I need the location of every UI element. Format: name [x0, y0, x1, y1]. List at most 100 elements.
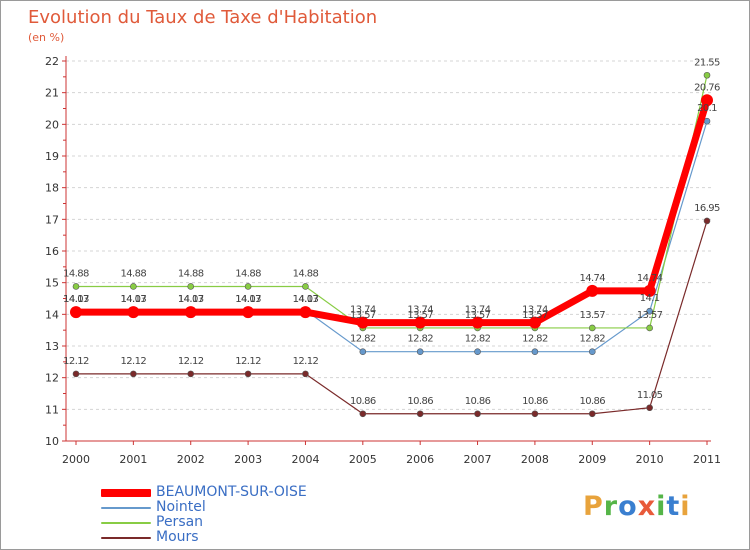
series-line-beaumont-sur-oise — [72, 96, 711, 327]
data-label: 14.13 — [63, 294, 89, 305]
data-point — [414, 316, 427, 329]
y-tick-label: 13 — [45, 340, 59, 353]
logo-letter: x — [637, 491, 657, 522]
legend-label: Mours — [156, 529, 199, 545]
data-label: 11.05 — [637, 390, 663, 401]
data-point — [646, 324, 653, 332]
data-point — [643, 284, 656, 297]
x-tick-label: 2009 — [578, 453, 606, 466]
legend-item: Mours — [101, 530, 361, 545]
data-label: 13.74 — [465, 305, 491, 316]
data-label: 21.55 — [694, 57, 720, 68]
data-point — [187, 370, 195, 378]
y-tick-label: 22 — [45, 55, 59, 68]
data-point — [359, 348, 367, 356]
data-label: 14.1 — [640, 293, 660, 304]
data-label: 14.13 — [235, 294, 261, 305]
logo-letter: i — [656, 491, 667, 522]
data-label: 10.86 — [465, 396, 491, 407]
data-label: 13.74 — [522, 305, 548, 316]
y-tick-label: 21 — [45, 87, 59, 100]
data-label: 12.12 — [235, 356, 261, 367]
x-tick-labels: 2000 2001 2002 2003 2004 2005 2006 2007 2008 2009… — [62, 453, 721, 466]
data-label: 12.12 — [63, 356, 89, 367]
data-label: 14.88 — [235, 268, 261, 279]
data-point — [703, 71, 711, 79]
data-label: 12.12 — [178, 356, 204, 367]
y-tick-label: 12 — [45, 372, 59, 385]
legend-swatch — [101, 522, 151, 524]
data-point — [302, 370, 309, 378]
data-label: 14.13 — [178, 294, 204, 305]
data-point — [474, 410, 481, 418]
data-label: 13.74 — [407, 305, 433, 316]
data-point — [130, 283, 137, 290]
data-label: 12.82 — [465, 334, 491, 345]
logo-letter: P — [583, 491, 604, 522]
legend-swatch — [101, 507, 151, 509]
x-tick-label: 2003 — [234, 453, 262, 466]
legend-swatch — [101, 489, 151, 497]
legend-item: Nointel — [101, 500, 361, 515]
data-labels: 14.07 14.07 14.07 14.07 14.07 13.74 13.74 13.74… — [63, 57, 720, 407]
data-label: 12.82 — [350, 334, 376, 345]
data-label: 13.57 — [522, 310, 548, 321]
data-point — [703, 217, 711, 225]
data-label: 14.88 — [293, 268, 319, 279]
data-label: 20.76 — [694, 82, 720, 93]
legend-label: Persan — [156, 514, 204, 530]
x-tick-label: 2005 — [349, 453, 377, 466]
data-point — [70, 306, 82, 319]
data-label: 14.74 — [637, 273, 663, 284]
series-line-persan — [75, 74, 708, 329]
data-point — [302, 283, 309, 290]
x-tick-label: 2007 — [464, 453, 492, 466]
axes — [62, 56, 711, 445]
data-point — [528, 316, 541, 329]
data-point — [646, 307, 653, 315]
x-tick-label: 2011 — [693, 453, 721, 466]
data-point — [184, 306, 197, 319]
unit-label: (en %) — [28, 31, 65, 44]
data-label: 13.57 — [407, 310, 433, 321]
data-label: 20.1 — [697, 103, 717, 114]
data-label: 14.88 — [63, 268, 89, 279]
data-label: 12.82 — [579, 334, 605, 345]
data-point — [588, 348, 596, 356]
data-point — [416, 348, 424, 356]
data-point — [127, 306, 140, 319]
data-label: 12.12 — [293, 356, 319, 367]
data-label: 13.74 — [350, 305, 376, 316]
data-label: 12.12 — [121, 356, 147, 367]
legend-swatch — [101, 537, 151, 539]
y-tick-label: 10 — [45, 435, 59, 448]
legend-label: Nointel — [156, 499, 206, 515]
logo-letter: i — [680, 491, 691, 522]
y-tick-labels: 10 11 12 13 14 15 16 17 18 19 20 21 22 — [45, 55, 59, 448]
logo-letter: t — [666, 491, 681, 522]
chart-title: Evolution du Taux de Taxe d'Habitation — [28, 7, 378, 28]
y-tick-label: 18 — [45, 182, 59, 195]
series-group — [70, 71, 713, 418]
data-label: 13.57 — [637, 310, 663, 321]
data-label: 12.82 — [522, 334, 548, 345]
data-point — [588, 410, 596, 418]
data-label: 13.57 — [465, 310, 491, 321]
y-tick-label: 19 — [45, 150, 59, 163]
data-label: 14.13 — [121, 294, 147, 305]
legend: BEAUMONT-SUR-OISE Nointel Persan Mours — [101, 485, 361, 545]
data-point — [531, 348, 539, 356]
data-point — [244, 283, 252, 290]
data-point — [72, 283, 80, 290]
legend-label: BEAUMONT-SUR-OISE — [156, 484, 307, 500]
data-point — [244, 370, 252, 378]
x-tick-label: 2008 — [521, 453, 549, 466]
data-label: 14.74 — [579, 273, 605, 284]
data-point — [531, 410, 539, 418]
data-point — [299, 306, 312, 319]
data-label: 14.07 — [293, 294, 319, 305]
data-point — [474, 348, 481, 356]
data-label: 14.07 — [121, 294, 147, 305]
data-point — [471, 316, 484, 329]
